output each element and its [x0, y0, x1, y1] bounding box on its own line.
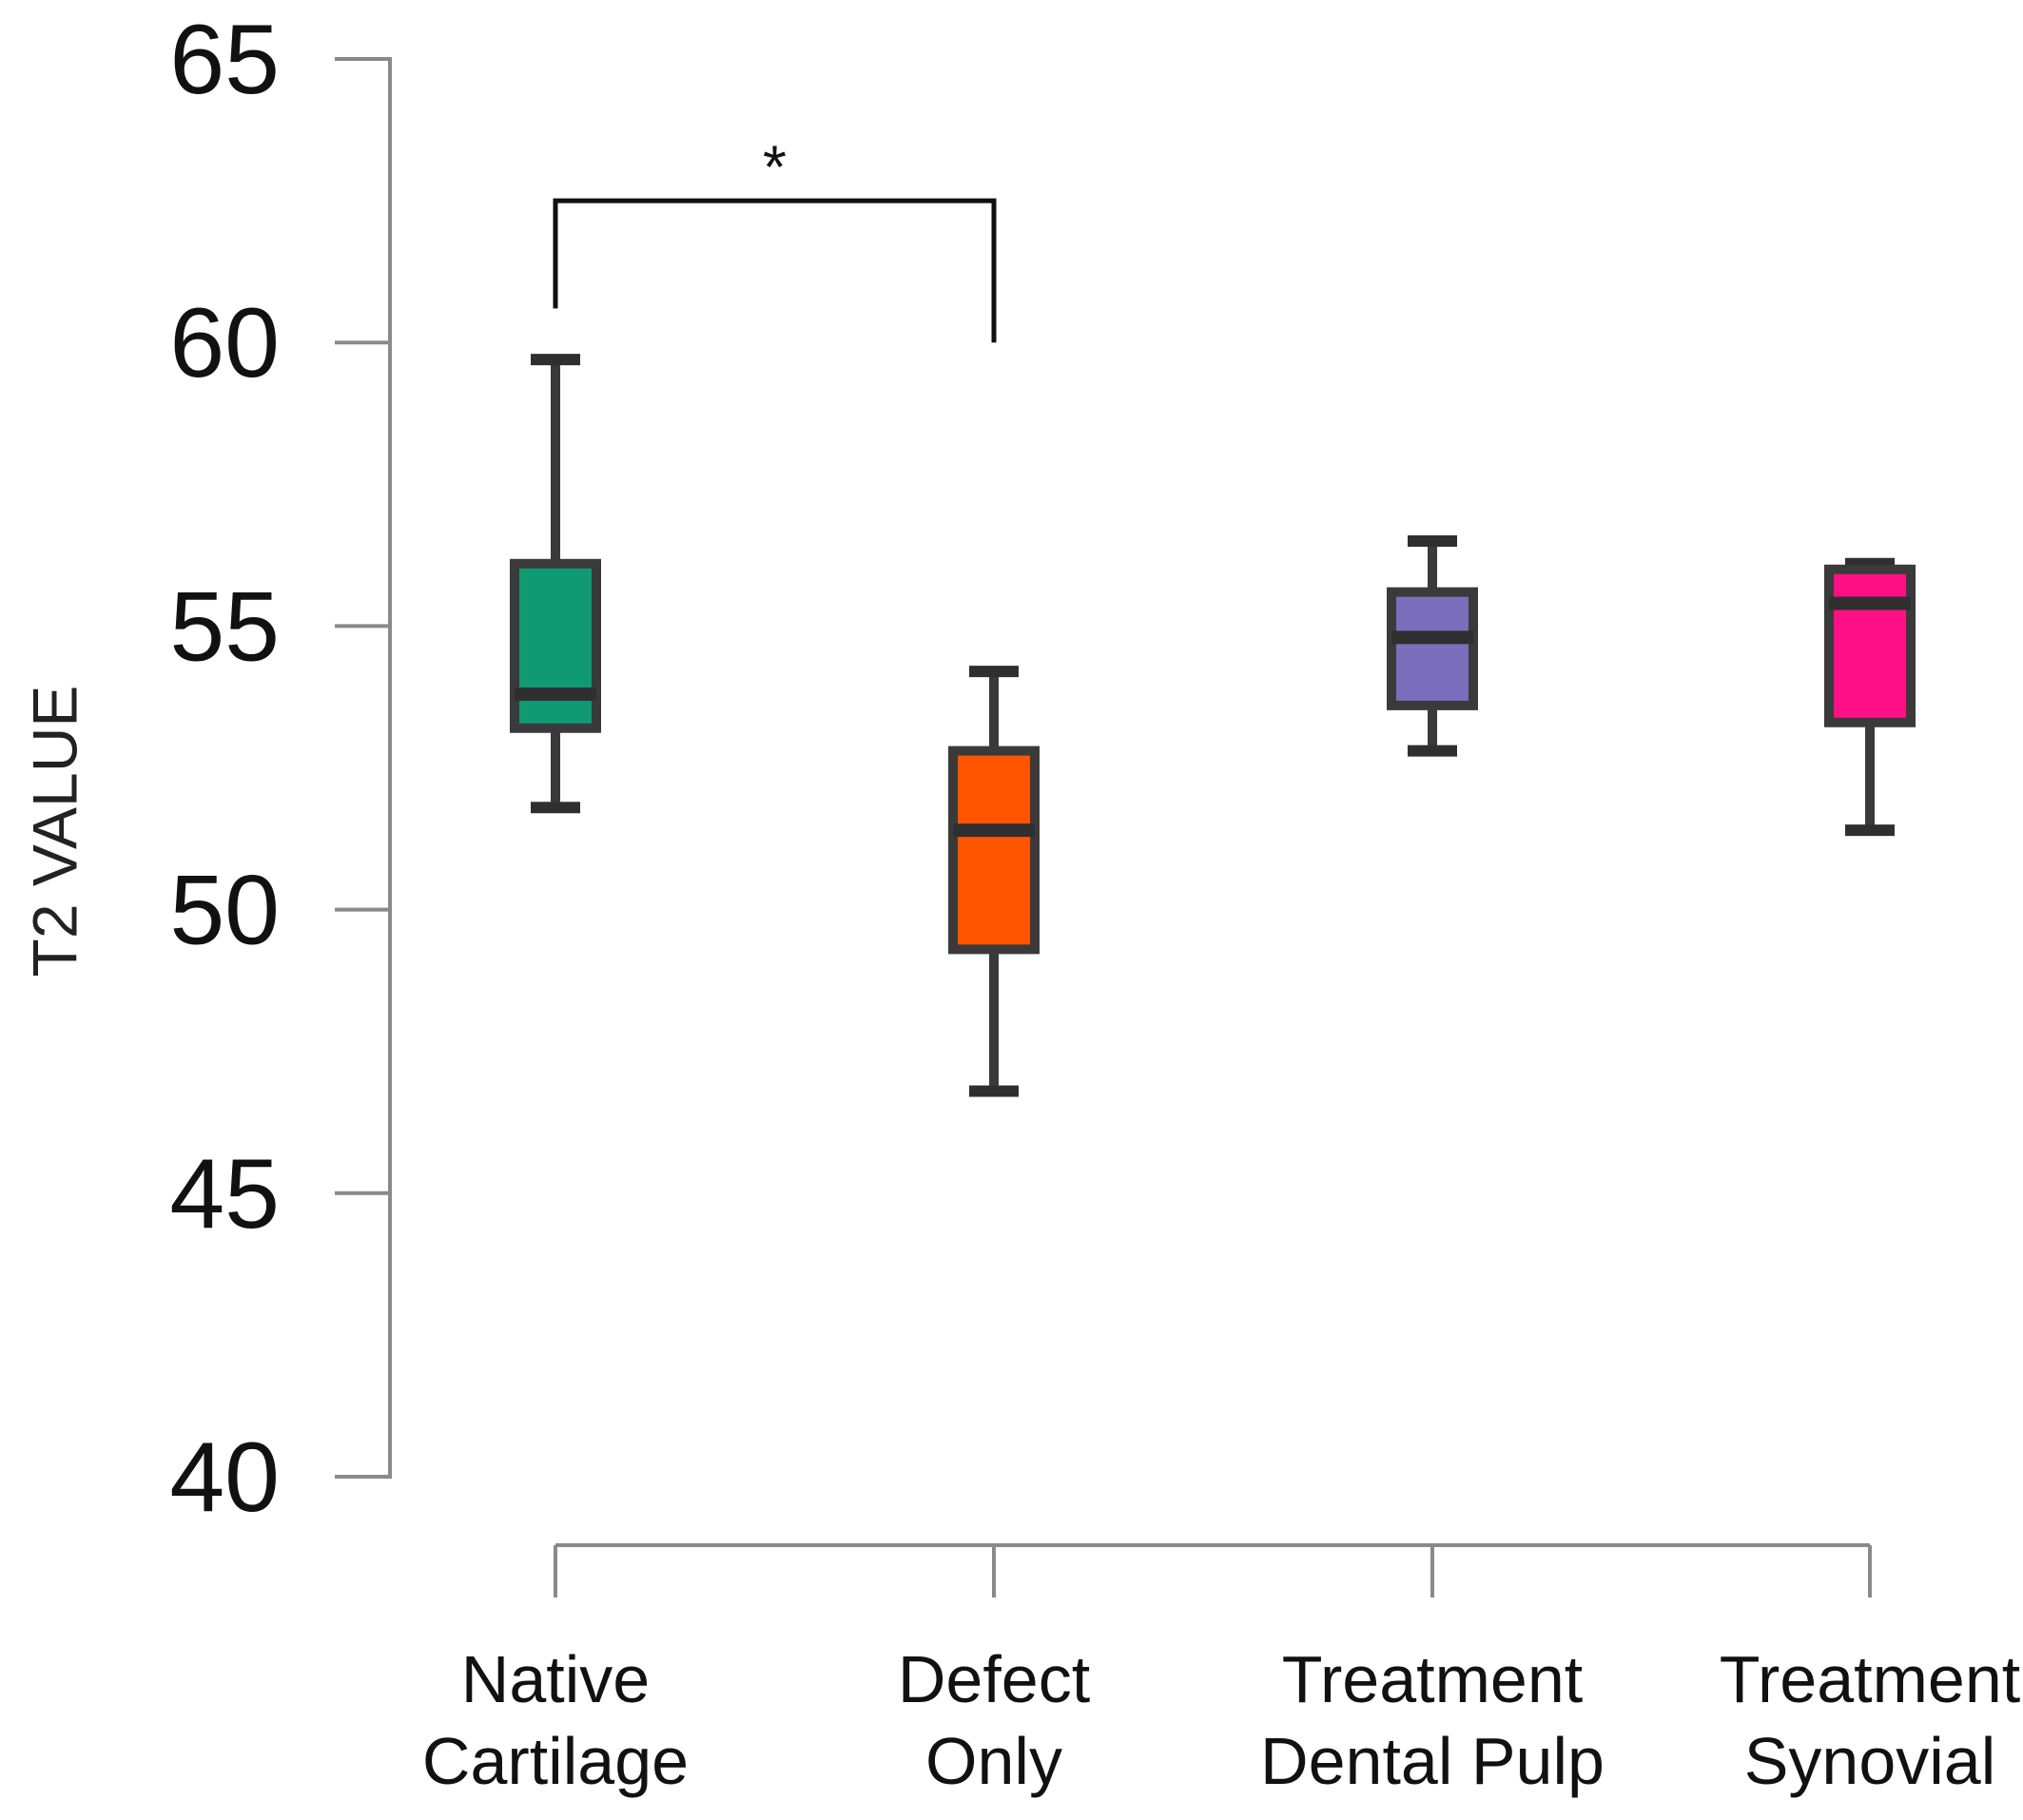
category-label-0: Native Cartilage [422, 1642, 689, 1798]
category-label-0-line-1: Cartilage [422, 1724, 689, 1798]
category-label-1-line-1: Only [925, 1724, 1062, 1798]
significance-bracket-0 [553, 198, 997, 343]
iqr-box-3 [1824, 564, 1916, 727]
y-tick-label-55: 55 [169, 571, 280, 682]
box-0 [510, 354, 601, 814]
box-2 [1387, 534, 1478, 757]
category-label-3-line-1: Synovial [1744, 1724, 1996, 1798]
iqr-box-1 [948, 745, 1040, 955]
category-label-0-line-0: Native [461, 1642, 650, 1716]
category-label-3: Treatment Synovial [1720, 1642, 2020, 1798]
x-axis-ticks [554, 1545, 1872, 1597]
x-axis: Native Cartilage Defect Only Treatment Dental… [422, 1543, 2020, 1798]
category-label-1: Defect Only [898, 1642, 1090, 1798]
box-series [510, 354, 1916, 1097]
significance-annotations: * [553, 132, 997, 343]
x-axis-category-labels: Native Cartilage Defect Only Treatment Dental… [422, 1642, 2020, 1798]
box-1 [948, 666, 1040, 1097]
y-axis-tick-labels: 40 45 50 55 60 65 [169, 5, 280, 1533]
y-axis: 40 45 50 55 60 65 T2 VALUE [19, 5, 392, 1533]
category-label-2: Treatment Dental Pulp [1260, 1642, 1605, 1798]
y-axis-line [335, 57, 392, 1479]
y-tick-label-45: 45 [169, 1139, 280, 1249]
category-label-2-line-1: Dental Pulp [1260, 1724, 1605, 1798]
y-tick-label-40: 40 [169, 1423, 280, 1533]
significance-star-0: * [763, 132, 787, 201]
y-tick-label-65: 65 [169, 5, 280, 115]
iqr-box-0 [510, 558, 601, 733]
iqr-box-2 [1387, 587, 1478, 710]
y-tick-label-50: 50 [169, 856, 280, 966]
box-3 [1824, 557, 1916, 837]
y-axis-label: T2 VALUE [19, 686, 89, 978]
y-tick-label-60: 60 [169, 288, 280, 398]
category-label-1-line-0: Defect [898, 1642, 1090, 1716]
y-axis-ticks [335, 57, 390, 1479]
category-label-2-line-0: Treatment [1282, 1642, 1583, 1716]
category-label-3-line-0: Treatment [1720, 1642, 2020, 1716]
